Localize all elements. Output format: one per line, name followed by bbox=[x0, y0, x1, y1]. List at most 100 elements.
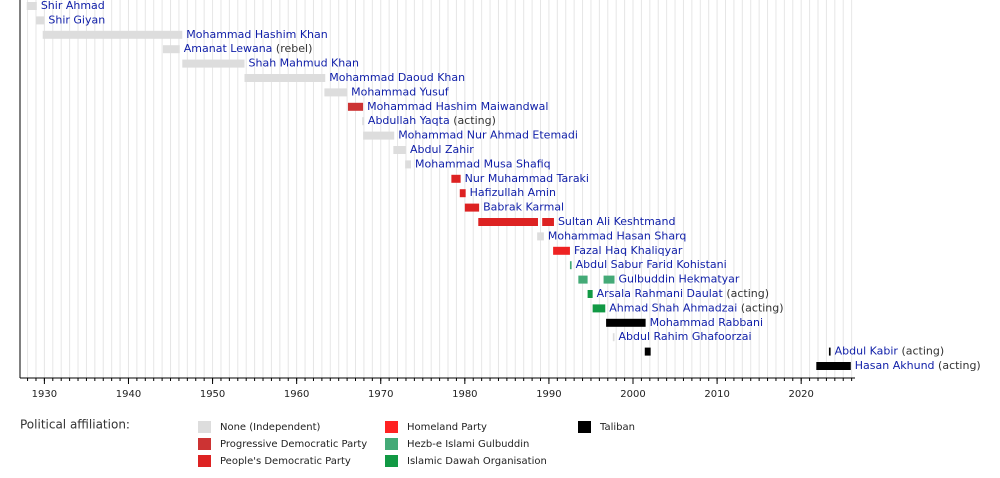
leader-note: (acting) bbox=[726, 287, 769, 300]
tenure-bar bbox=[644, 347, 651, 356]
legend-swatch bbox=[385, 438, 398, 450]
row-label: Mohammad Rabbani bbox=[650, 316, 763, 329]
tenure-bar bbox=[393, 146, 406, 154]
tenure-bar bbox=[324, 88, 348, 97]
tenure-bar bbox=[592, 304, 606, 313]
row-label: Shir Giyan bbox=[48, 13, 105, 26]
row-label: Abdul Rahim Ghafoorzai bbox=[619, 330, 752, 343]
leader-name: Shir Ahmad bbox=[41, 0, 105, 12]
leader-name: Arsala Rahmani Daulat bbox=[597, 287, 724, 300]
row-label: Mohammad Daoud Khan bbox=[329, 71, 465, 84]
leader-name: Gulbuddin Hekmatyar bbox=[619, 273, 740, 286]
grid bbox=[27, 0, 853, 384]
legend-swatch bbox=[198, 455, 211, 467]
x-tick-label: 1970 bbox=[368, 389, 393, 400]
tenure-bar bbox=[162, 45, 180, 54]
row-label: Shah Mahmud Khan bbox=[249, 57, 359, 70]
tenure-bar bbox=[816, 362, 851, 370]
tenure-bar bbox=[182, 59, 245, 68]
x-tick-label: 1980 bbox=[452, 389, 477, 400]
tenure-bar bbox=[603, 275, 615, 284]
x-tick-label: 2000 bbox=[620, 389, 645, 400]
leader-name: Shir Giyan bbox=[48, 13, 105, 26]
leader-note: (rebel) bbox=[276, 42, 312, 55]
row-label: Ahmad Shah Ahmadzai (acting) bbox=[609, 301, 783, 314]
tenure-bar bbox=[587, 290, 593, 298]
row-label: Abdul Zahir bbox=[410, 143, 474, 156]
legend-label: Homeland Party bbox=[407, 422, 487, 433]
leader-name: Mohammad Yusuf bbox=[351, 85, 450, 98]
x-tick-label: 1940 bbox=[116, 389, 141, 400]
tenure-bar bbox=[478, 218, 538, 226]
leader-name: Nur Muhammad Taraki bbox=[465, 172, 589, 185]
row-label: Fazal Haq Khaliqyar bbox=[574, 244, 683, 257]
leader-name: Hasan Akhund bbox=[855, 359, 935, 372]
labels: 1930 1940 1950 1960 1970 1980 1990 2000 2010 2020… bbox=[32, 0, 981, 400]
leader-name: Mohammad Musa Shafiq bbox=[415, 157, 551, 170]
tenure-bar bbox=[578, 275, 588, 284]
x-tick-label: 1990 bbox=[536, 389, 561, 400]
legend-swatch bbox=[385, 455, 398, 467]
tenure-bar bbox=[537, 232, 544, 241]
tenure-bar bbox=[464, 203, 480, 212]
tenure-bar bbox=[612, 333, 615, 342]
tenure-bar bbox=[26, 2, 37, 10]
tenure-bar bbox=[347, 102, 364, 111]
leader-name: Hafizullah Amin bbox=[470, 186, 556, 199]
leader-note: (acting) bbox=[741, 301, 784, 314]
row-label: Shir Ahmad bbox=[41, 0, 105, 12]
legend-title: Political affiliation: bbox=[20, 418, 130, 432]
row-label: Mohammad Hashim Khan bbox=[186, 28, 327, 41]
leader-name: Abdullah Yaqta bbox=[368, 114, 450, 127]
bars bbox=[26, 2, 851, 370]
row-label: Mohammad Hasan Sharq bbox=[548, 229, 687, 242]
legend-label: Progressive Democratic Party bbox=[220, 439, 367, 450]
leader-note: (acting) bbox=[938, 359, 981, 372]
leader-name: Shah Mahmud Khan bbox=[249, 57, 359, 70]
legend-label: Taliban bbox=[599, 422, 635, 433]
leader-name: Ahmad Shah Ahmadzai bbox=[609, 301, 737, 314]
leader-name: Amanat Lewana bbox=[184, 42, 273, 55]
tenure-bar bbox=[35, 16, 45, 25]
leader-note: (acting) bbox=[453, 114, 496, 127]
row-label: Abdullah Yaqta (acting) bbox=[368, 114, 496, 127]
row-label: Mohammad Yusuf bbox=[351, 85, 450, 98]
x-tick-label: 1950 bbox=[200, 389, 225, 400]
row-label: Amanat Lewana (rebel) bbox=[184, 42, 313, 55]
tenure-bar bbox=[828, 347, 831, 356]
leader-name: Mohammad Hashim Khan bbox=[186, 28, 327, 41]
legend-swatch bbox=[198, 438, 211, 450]
leader-note: (acting) bbox=[901, 345, 944, 358]
legend-label: Hezb-e Islami Gulbuddin bbox=[407, 439, 529, 450]
legend-swatch bbox=[578, 421, 591, 433]
row-label: Abdul Kabir (acting) bbox=[835, 345, 945, 358]
row-label: Hafizullah Amin bbox=[470, 186, 556, 199]
leader-name: Abdul Sabur Farid Kohistani bbox=[576, 258, 727, 271]
tenure-bar bbox=[244, 74, 326, 82]
leader-name: Fazal Haq Khaliqyar bbox=[574, 244, 683, 257]
legend-label: People's Democratic Party bbox=[220, 456, 351, 467]
tenure-bar bbox=[606, 318, 646, 327]
leader-name: Mohammad Daoud Khan bbox=[329, 71, 465, 84]
tenure-bar bbox=[459, 189, 466, 198]
row-label: Babrak Karmal bbox=[483, 201, 564, 214]
row-label: Mohammad Nur Ahmad Etemadi bbox=[398, 129, 578, 142]
legend-swatch bbox=[385, 421, 398, 433]
row-label: Mohammad Musa Shafiq bbox=[415, 157, 551, 170]
legend-swatch bbox=[198, 421, 211, 433]
row-label: Sultan Ali Keshtmand bbox=[558, 215, 676, 228]
tenure-bar bbox=[405, 160, 412, 169]
leader-name: Mohammad Hasan Sharq bbox=[548, 229, 687, 242]
x-tick-label: 2020 bbox=[788, 389, 813, 400]
tenure-bar bbox=[553, 246, 570, 255]
leader-name: Abdul Zahir bbox=[410, 143, 474, 156]
legend-label: None (Independent) bbox=[220, 422, 321, 433]
leader-name: Abdul Kabir bbox=[835, 345, 899, 358]
row-label: Abdul Sabur Farid Kohistani bbox=[576, 258, 727, 271]
tenure-bar bbox=[362, 117, 364, 126]
legend: None (Independent) Progressive Democratic… bbox=[198, 421, 635, 467]
tenure-bar bbox=[569, 261, 572, 270]
tenure-bar bbox=[42, 30, 183, 39]
x-tick-label: 1960 bbox=[284, 389, 309, 400]
